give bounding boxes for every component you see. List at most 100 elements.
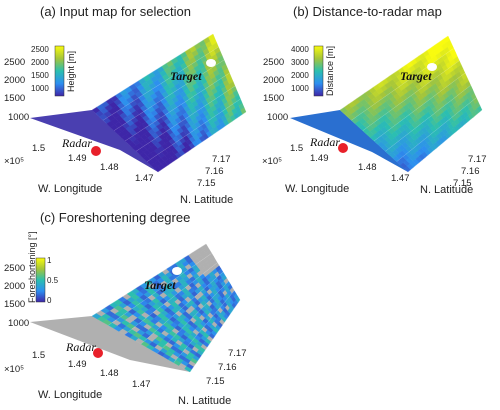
panel-a-y-tick: 7.16: [205, 166, 224, 177]
panel-a-cb-tick: 2500: [31, 45, 49, 54]
surface-mesh-line: [108, 253, 212, 326]
panel-a-target-label: Target: [170, 69, 202, 83]
surface-mesh-line: [407, 109, 483, 173]
panel-c-xlabel: W. Longitude: [38, 389, 102, 401]
panel-c-target-label: Target: [144, 278, 176, 292]
panel-b-y-tick: 7.16: [461, 166, 480, 177]
panel-a-colorbar: [54, 45, 65, 97]
panel-b-surface: [290, 35, 483, 173]
panel-a-target-marker: [206, 59, 216, 67]
panel-a-z-tick: 2500: [4, 57, 25, 68]
panel-c: (c) Foreshortening degree 1 0.5 0 Foresh…: [4, 210, 247, 407]
surface-mesh-line: [146, 98, 241, 162]
surface-mesh-line: [385, 85, 471, 152]
panel-b-cb-tick: 4000: [291, 45, 309, 54]
panel-c-title: (c) Foreshortening degree: [40, 210, 190, 225]
surface-mesh-line: [157, 111, 247, 173]
panel-c-y-tick: 7.17: [228, 348, 247, 359]
surface-mesh-line: [339, 35, 449, 111]
panel-b-title: (b) Distance-to-radar map: [293, 4, 442, 19]
panel-b-colorbar: [313, 45, 324, 97]
panel-a-title: (a) Input map for selection: [40, 4, 191, 19]
panel-a-cb-tick: 1500: [31, 71, 49, 80]
panel-a-x-tick: 1.49: [68, 153, 87, 164]
panel-c-cb-tick: 0: [47, 296, 52, 305]
panel-b-x-tick: 1.48: [358, 162, 377, 173]
panel-c-ylabel: N. Latitude: [178, 395, 231, 407]
panel-c-cb-tick: 0.5: [47, 276, 59, 285]
panel-b-y-tick: 7.15: [453, 178, 472, 189]
panel-c-y-tick: 7.16: [218, 362, 237, 373]
panel-b-x-tick: 1.49: [310, 153, 329, 164]
panel-b-target-marker: [427, 63, 437, 71]
panel-a-x-exponent: ×10⁵: [4, 156, 24, 167]
panel-a-radar-label: Radar: [61, 136, 92, 150]
surface-foreground-strip: [290, 110, 408, 172]
panel-a-x-tick: 1.47: [135, 173, 154, 184]
panel-c-z-tick: 1000: [8, 318, 29, 329]
panel-b-y-tick: 7.17: [468, 154, 487, 165]
panel-a-y-tick: 7.17: [212, 154, 231, 165]
panel-b-x-exponent: ×10⁵: [262, 156, 282, 167]
panel-c-y-tick: 7.15: [206, 376, 225, 387]
panel-b-xlabel: W. Longitude: [285, 183, 349, 195]
panel-a-x-tick: 1.48: [100, 162, 119, 173]
surface-cell: [240, 107, 247, 115]
panel-a-xlabel: W. Longitude: [38, 183, 102, 195]
panel-c-cb-label: Foreshortening [°]: [27, 231, 37, 303]
surface-mesh-line: [351, 48, 454, 121]
panel-b-cb-tick: 2000: [291, 71, 309, 80]
surface-mesh-line: [113, 59, 225, 131]
panel-b-z-tick: 2000: [263, 75, 284, 86]
panel-c-surface: [30, 243, 241, 373]
panel-a-z-tick: 1500: [4, 93, 25, 104]
panel-b: (b) Distance-to-radar map 4000 3000 2000…: [262, 4, 487, 196]
panel-a-x-tick: 1.5: [32, 143, 45, 154]
panel-c-x-tick: 1.48: [100, 368, 119, 379]
surface-mesh-line: [173, 290, 235, 363]
panel-a-cb-tick: 1000: [31, 84, 49, 93]
panel-a: (a) Input map for selection 2500 2000 15…: [4, 4, 247, 206]
panel-b-z-tick: 1000: [267, 112, 288, 123]
surface-mesh-line: [102, 46, 219, 121]
surface-mesh-line: [124, 262, 218, 335]
panel-b-cb-tick: 1000: [291, 84, 309, 93]
panel-c-radar-marker: [93, 348, 103, 358]
panel-c-x-tick: 1.49: [68, 359, 87, 370]
panel-c-target-marker: [172, 267, 182, 275]
panel-c-colorbar: [35, 257, 46, 303]
surface-mesh-line: [140, 271, 224, 345]
surface-cell: [476, 105, 483, 113]
surface-mesh-line: [189, 299, 241, 373]
panel-b-cb-tick: 3000: [291, 58, 309, 67]
panel-c-x-exponent: ×10⁵: [4, 364, 24, 375]
panel-b-radar-marker: [338, 143, 348, 153]
panel-a-y-tick: 7.15: [197, 178, 216, 189]
panel-b-ylabel: N. Latitude: [420, 184, 473, 196]
panel-c-z-tick: 1500: [4, 299, 25, 310]
surface-mesh-line: [91, 33, 214, 111]
panel-b-radar-label: Radar: [309, 135, 340, 149]
surface-mesh-line: [91, 243, 207, 317]
panel-b-target-label: Target: [400, 69, 432, 83]
panel-a-cb-tick: 2000: [31, 58, 49, 67]
panel-a-ylabel: N. Latitude: [180, 194, 233, 206]
panel-c-z-tick: 2000: [4, 281, 25, 292]
surface-foreground-strip: [30, 110, 158, 172]
panel-b-x-tick: 1.47: [391, 173, 410, 184]
surface-mesh-line: [157, 281, 229, 354]
panel-c-cb-tick: 1: [47, 256, 52, 265]
panel-c-z-tick: 2500: [4, 263, 25, 274]
surface-cell: [235, 296, 241, 304]
panel-a-z-tick: 1000: [8, 112, 29, 123]
panel-c-x-tick: 1.47: [132, 379, 151, 390]
panel-b-z-tick: 2500: [263, 57, 284, 68]
surface-mesh-line: [362, 60, 460, 131]
panel-a-surface: [30, 33, 247, 173]
surface-mesh-line: [396, 97, 477, 162]
panel-a-cb-label: Height [m]: [66, 51, 76, 92]
surface-foreground-strip: [30, 316, 190, 372]
surface-mesh-line: [373, 72, 466, 142]
panel-b-cb-label: Distance [m]: [325, 46, 335, 96]
